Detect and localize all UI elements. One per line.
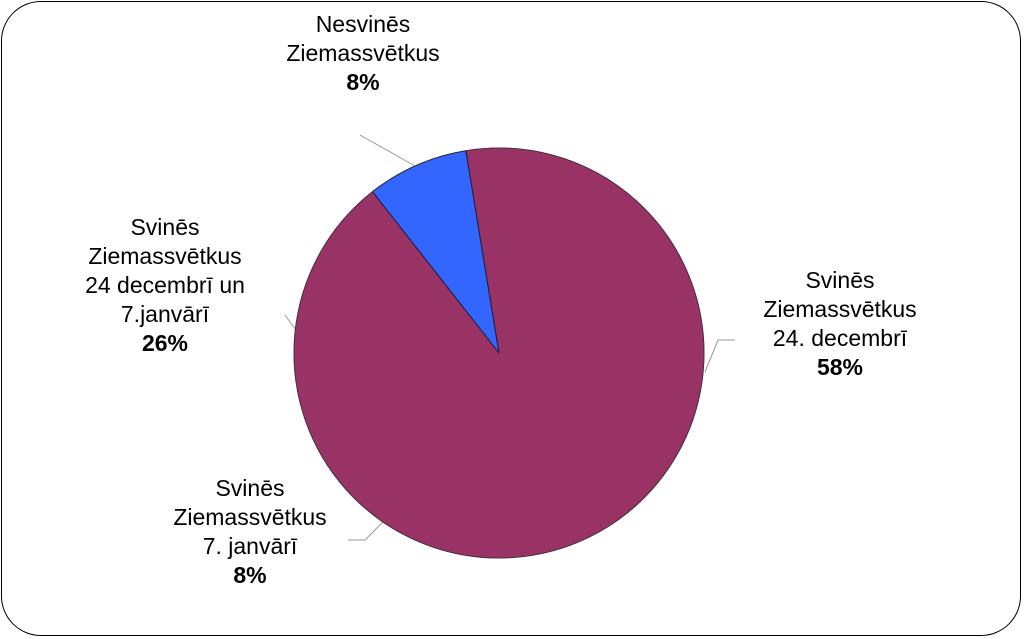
label-line: Svinēs	[130, 214, 200, 240]
leader-line-3	[359, 134, 416, 167]
label-line: Ziemassvētkus	[173, 504, 327, 530]
label-slice-3: Nesvinēs Ziemassvētkus 8%	[258, 10, 468, 97]
pct-slice-3: 8%	[346, 69, 380, 95]
label-line: Nesvinēs	[315, 11, 411, 37]
label-line: 7. janvārī	[202, 533, 298, 559]
label-line: Svinēs	[215, 475, 285, 501]
slice-edge-1	[465, 150, 500, 354]
label-line: Ziemassvētkus	[88, 243, 242, 269]
leader-line-1	[348, 521, 384, 541]
label-slice-2: Svinēs Ziemassvētkus 24 decembrī un 7.janvā…	[55, 213, 275, 358]
label-line: 24 decembrī un	[85, 272, 245, 298]
label-line: 7.janvārī	[120, 301, 210, 327]
label-slice-1: Svinēs Ziemassvētkus 7. janvārī 8%	[145, 474, 355, 590]
leader-line-2	[284, 314, 297, 331]
pie-outline	[293, 147, 705, 559]
slice-edge-0	[372, 191, 500, 354]
pct-slice-2: 26%	[141, 330, 189, 356]
label-line: Ziemassvētkus	[763, 296, 917, 322]
label-slice-0: Svinēs Ziemassvētkus 24. decembrī 58%	[735, 266, 945, 382]
leader-line-0	[704, 339, 735, 373]
pct-slice-0: 58%	[816, 354, 864, 380]
pct-slice-1: 8%	[233, 562, 267, 588]
label-line: 24. decembrī	[772, 325, 908, 351]
label-line: Svinēs	[805, 267, 875, 293]
label-line: Ziemassvētkus	[286, 40, 440, 66]
leader-lines	[284, 134, 735, 541]
